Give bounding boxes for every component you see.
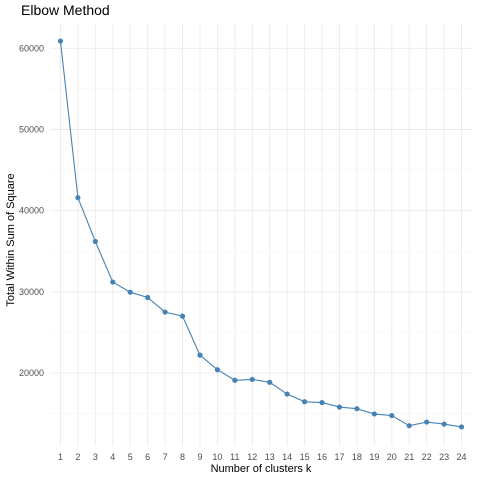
grid — [50, 24, 472, 446]
x-tick-label: 9 — [197, 452, 202, 462]
x-tick-label: 7 — [163, 452, 168, 462]
x-tick-label: 23 — [439, 452, 449, 462]
series-line-group — [59, 40, 462, 428]
data-point — [441, 421, 447, 427]
data-point — [458, 424, 465, 430]
y-tick-label: 50000 — [19, 125, 44, 135]
data-point — [319, 399, 325, 406]
data-point — [301, 399, 308, 405]
chart-title: Elbow Method — [21, 2, 110, 18]
x-tick-label: 8 — [180, 452, 185, 462]
data-point — [57, 38, 64, 44]
data-point — [406, 423, 412, 429]
data-point — [424, 419, 430, 425]
x-tick-label: 5 — [128, 452, 133, 462]
x-tick-label: 14 — [282, 452, 292, 462]
data-point — [371, 411, 377, 417]
data-point — [75, 195, 81, 201]
y-tick-label: 20000 — [19, 368, 44, 378]
data-point — [354, 406, 360, 412]
data-point — [214, 367, 221, 373]
x-tick-label: 21 — [404, 452, 414, 462]
x-tick-label: 22 — [422, 452, 432, 462]
series-line — [59, 40, 462, 428]
data-point — [284, 391, 290, 397]
data-point — [127, 289, 133, 295]
x-tick-label: 18 — [352, 452, 362, 462]
x-axis-ticks: 1 2 3 4 5 6 7 8 9 10 11 12 13 14 15 16 17 18 19 20 21 22 23 24 — [58, 452, 467, 462]
x-tick-label: 20 — [387, 452, 397, 462]
x-tick-label: 16 — [317, 452, 327, 462]
data-point — [197, 352, 203, 358]
x-tick-label: 10 — [212, 452, 222, 462]
y-axis-title: Total Within Sum of Square — [5, 173, 17, 306]
x-tick-label: 19 — [369, 452, 379, 462]
x-tick-label: 12 — [247, 452, 257, 462]
data-point — [110, 279, 116, 285]
x-tick-label: 24 — [457, 452, 467, 462]
x-tick-label: 3 — [93, 452, 98, 462]
x-tick-label: 1 — [58, 452, 63, 462]
x-tick-label: 2 — [75, 452, 80, 462]
x-tick-label: 13 — [265, 452, 275, 462]
x-tick-label: 4 — [110, 452, 115, 462]
data-point — [162, 309, 168, 315]
x-axis-title: Number of clusters k — [211, 463, 312, 475]
data-point — [145, 294, 151, 301]
x-tick-label: 11 — [230, 452, 239, 462]
data-points — [57, 38, 465, 430]
x-tick-label: 6 — [145, 452, 150, 462]
data-point — [249, 376, 255, 383]
y-axis-ticks: 20000 30000 40000 50000 60000 — [19, 43, 44, 378]
y-tick-label: 40000 — [19, 206, 44, 216]
data-point — [232, 377, 238, 383]
data-point — [267, 379, 273, 385]
data-point — [389, 412, 395, 419]
data-point — [336, 404, 343, 410]
x-tick-label: 17 — [334, 452, 344, 462]
y-tick-label: 60000 — [19, 43, 44, 53]
data-point — [92, 238, 98, 245]
x-tick-label: 15 — [300, 452, 310, 462]
y-tick-label: 30000 — [19, 287, 44, 297]
data-point — [179, 313, 186, 319]
